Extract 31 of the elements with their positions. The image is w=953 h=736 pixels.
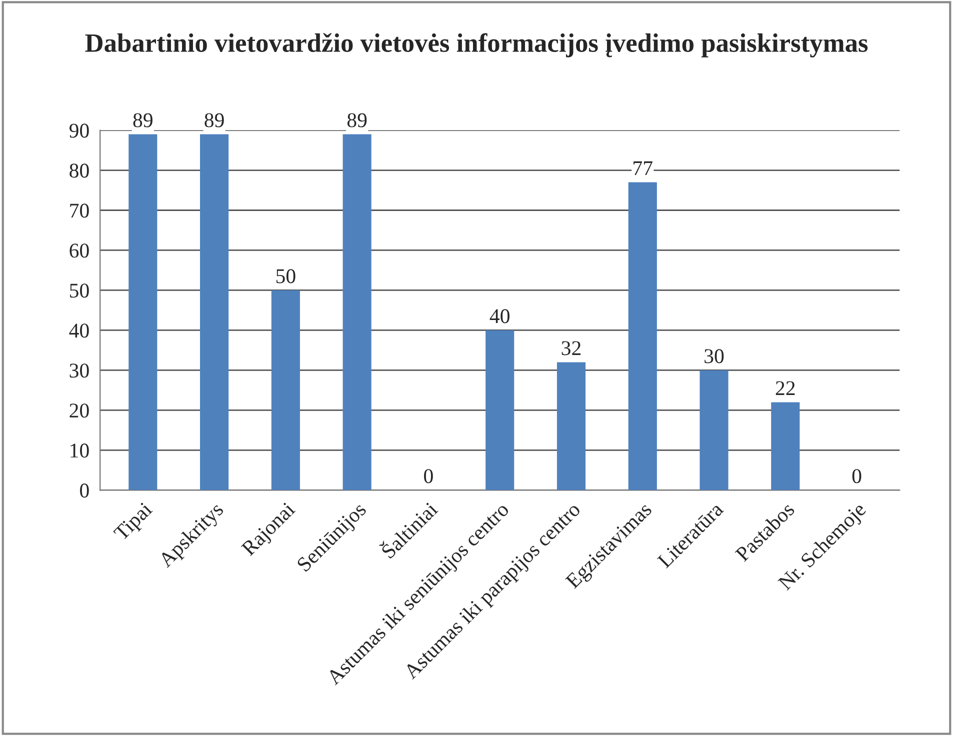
y-tick-label: 40 — [69, 324, 89, 338]
data-label: 0 — [852, 469, 862, 484]
data-label: 40 — [490, 309, 510, 324]
y-tick-label: 80 — [70, 164, 89, 178]
bar — [342, 134, 372, 490]
data-label: 89 — [347, 113, 367, 128]
chart-title: Dabartinio vietovardžio vietovės informacijos įvedimo pasiskirstymas — [85, 33, 868, 58]
y-tick-label: 70 — [70, 204, 89, 218]
data-label: 32 — [562, 341, 581, 356]
data-label: 89 — [133, 113, 152, 128]
y-tick-label: 10 — [70, 444, 89, 458]
y-tick-label: 20 — [70, 404, 89, 418]
y-tick-label: 0 — [80, 484, 89, 498]
bar — [486, 330, 514, 490]
bar — [556, 362, 586, 490]
data-label: 30 — [704, 349, 724, 364]
bar — [200, 134, 229, 490]
data-label: 77 — [634, 161, 652, 176]
data-label: 22 — [776, 381, 795, 395]
bar — [628, 182, 657, 490]
y-tick-label: 90 — [69, 124, 89, 138]
y-tick-label: 30 — [70, 364, 89, 378]
data-label: 50 — [276, 269, 296, 284]
bar — [700, 370, 728, 490]
bar — [771, 402, 800, 490]
bar — [128, 134, 158, 490]
y-tick-label: 50 — [70, 284, 89, 298]
y-tick-label: 60 — [70, 244, 89, 258]
data-label: 0 — [424, 469, 433, 484]
bar — [271, 290, 300, 490]
data-label: 89 — [204, 113, 224, 128]
